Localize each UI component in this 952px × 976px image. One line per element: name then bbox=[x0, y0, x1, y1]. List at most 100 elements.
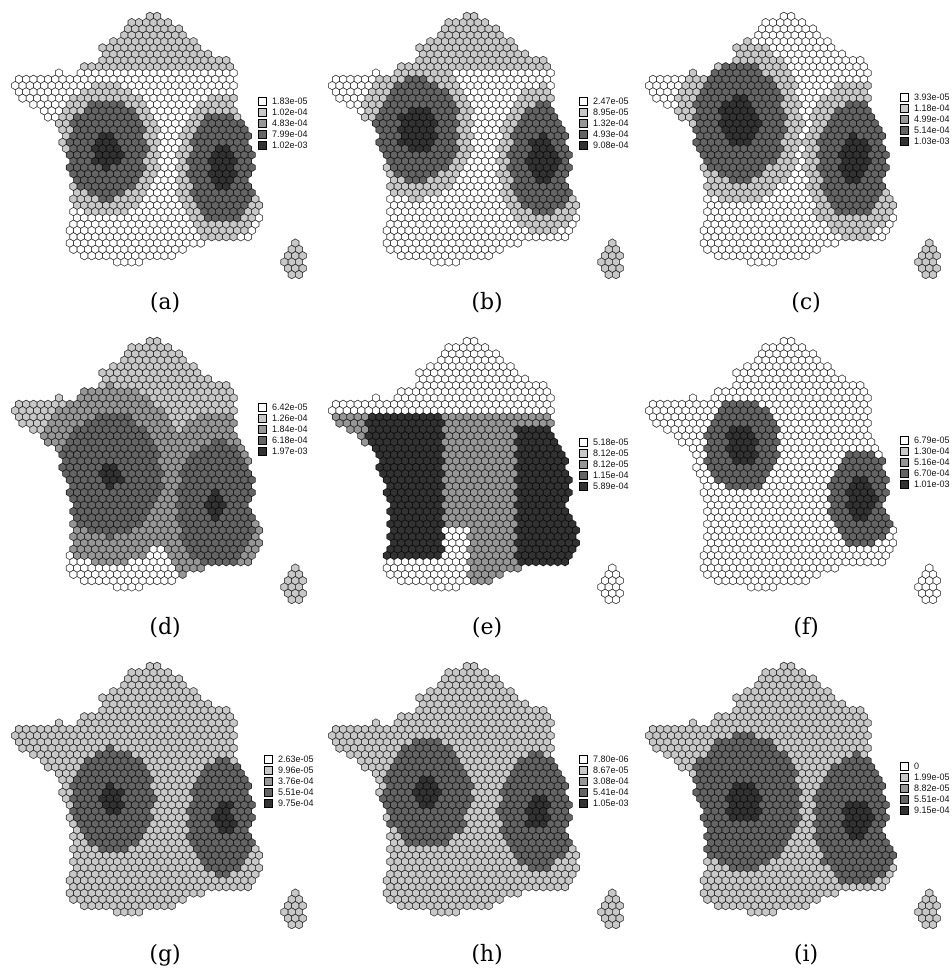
france-hex-map bbox=[645, 11, 941, 280]
region-hexagon bbox=[484, 251, 493, 261]
region-hexagon bbox=[295, 595, 303, 605]
region-hexagon bbox=[29, 424, 38, 435]
panel-f: 6.79e-05 1.30e-04 5.16e-04 6.70e-04 1.01… bbox=[634, 325, 951, 650]
region-hexagon bbox=[346, 424, 355, 435]
panel-caption: (e) bbox=[471, 615, 503, 640]
region-hexagon bbox=[95, 576, 103, 586]
region-hexagon bbox=[470, 251, 479, 261]
region-hexagon bbox=[452, 257, 460, 267]
region-hexagon bbox=[135, 582, 143, 592]
region-hexagon bbox=[69, 244, 78, 254]
legend: 6.42e-05 1.26e-04 1.84e-04 6.18e-04 1.97… bbox=[258, 402, 308, 457]
region-hexagon bbox=[524, 557, 533, 567]
legend-label: 6.18e-04 bbox=[272, 435, 308, 445]
region-hexagon bbox=[120, 582, 129, 592]
legend-swatch bbox=[258, 403, 267, 412]
region-hexagon bbox=[153, 251, 162, 261]
legend-swatch bbox=[579, 130, 588, 139]
legend-entry: 1.02e-04 bbox=[258, 107, 308, 118]
legend-entry: 5.18e-05 bbox=[579, 437, 629, 448]
legend-label: 5.18e-05 bbox=[593, 437, 629, 447]
region-hexagon bbox=[612, 595, 620, 605]
legend-label: 6.42e-05 bbox=[272, 402, 308, 412]
region-hexagon bbox=[236, 232, 245, 242]
legend-swatch bbox=[258, 447, 267, 456]
region-hexagon bbox=[361, 437, 369, 447]
legend-entry: 1.15e-04 bbox=[579, 470, 629, 481]
legend-label: 2.47e-05 bbox=[593, 96, 629, 106]
region-hexagon bbox=[215, 557, 223, 567]
legend-swatch bbox=[258, 414, 267, 423]
region-hexagon bbox=[196, 238, 205, 248]
region-hexagon bbox=[747, 257, 756, 267]
region-hexagon bbox=[386, 569, 395, 579]
legend-entry: 4.93e-04 bbox=[579, 129, 629, 140]
region-hexagon bbox=[244, 232, 252, 242]
legend-swatch bbox=[579, 482, 588, 491]
region-hexagon bbox=[736, 251, 745, 261]
region-hexagon bbox=[484, 576, 493, 586]
region-hexagon bbox=[287, 270, 296, 280]
legend-entry: 7.99e-04 bbox=[258, 129, 308, 140]
legend-label: 5.14e-04 bbox=[914, 125, 950, 135]
region-hexagon bbox=[404, 576, 413, 586]
region-hexagon bbox=[714, 251, 723, 261]
panel-caption: (a) bbox=[149, 290, 181, 315]
legend-swatch bbox=[579, 460, 588, 469]
region-hexagon bbox=[703, 244, 712, 254]
legend-swatch bbox=[258, 436, 267, 445]
region-hexagon bbox=[524, 232, 533, 242]
region-hexagon bbox=[663, 99, 672, 110]
region-hexagon bbox=[102, 576, 111, 586]
region-hexagon bbox=[419, 576, 428, 586]
legend-label: 3.93e-05 bbox=[914, 92, 950, 102]
panel-d: 6.42e-05 1.26e-04 1.84e-04 6.18e-04 1.97… bbox=[0, 325, 317, 650]
region-hexagon bbox=[870, 232, 879, 242]
region-hexagon bbox=[921, 270, 930, 280]
region-hexagon bbox=[779, 251, 788, 261]
legend-swatch bbox=[900, 115, 909, 124]
region-hexagon bbox=[856, 232, 865, 242]
region-hexagon bbox=[113, 257, 122, 267]
legend-swatch bbox=[579, 471, 588, 480]
legend-swatch bbox=[258, 97, 267, 106]
legend-swatch bbox=[579, 141, 588, 150]
legend-label: 9.08e-04 bbox=[593, 140, 629, 150]
france-hex-map bbox=[328, 11, 624, 280]
legend-label: 1.83e-05 bbox=[272, 96, 308, 106]
legend-label: 5.89e-04 bbox=[593, 481, 629, 491]
legend-entry: 1.18e-04 bbox=[900, 103, 950, 114]
legend-label: 1.32e-04 bbox=[593, 118, 629, 128]
region-hexagon bbox=[532, 232, 540, 242]
region-hexagon bbox=[823, 238, 832, 248]
panel-caption: (d) bbox=[149, 615, 181, 640]
legend-entry: 8.12e-05 bbox=[579, 448, 629, 459]
region-hexagon bbox=[513, 238, 522, 248]
region-hexagon bbox=[95, 251, 103, 261]
region-hexagon bbox=[532, 557, 540, 567]
legend-label: 4.83e-04 bbox=[272, 118, 308, 128]
region-hexagon bbox=[167, 251, 176, 261]
region-hexagon bbox=[769, 257, 777, 267]
region-hexagon bbox=[127, 257, 136, 267]
legend-entry: 1.26e-04 bbox=[258, 413, 308, 424]
region-hexagon bbox=[849, 232, 857, 242]
legend-entry: 1.32e-04 bbox=[579, 118, 629, 129]
legend-swatch bbox=[258, 119, 267, 128]
region-hexagon bbox=[419, 251, 428, 261]
region-hexagon bbox=[412, 576, 420, 586]
legend-label: 4.99e-04 bbox=[914, 114, 950, 124]
region-hexagon bbox=[470, 576, 479, 586]
region-hexagon bbox=[160, 251, 169, 261]
region-hexagon bbox=[878, 232, 886, 242]
region-hexagon bbox=[18, 93, 27, 103]
legend: 5.18e-05 8.12e-05 8.12e-05 1.15e-04 5.89… bbox=[579, 437, 629, 492]
legend: 1.83e-05 1.02e-04 4.83e-04 7.99e-04 1.02… bbox=[258, 96, 308, 151]
legend-swatch bbox=[258, 425, 267, 434]
legend-label: 4.93e-04 bbox=[593, 129, 629, 139]
region-hexagon bbox=[397, 251, 406, 261]
region-hexagon bbox=[361, 112, 369, 122]
region-hexagon bbox=[539, 557, 548, 567]
region-hexagon bbox=[102, 251, 111, 261]
legend-swatch bbox=[258, 130, 267, 139]
